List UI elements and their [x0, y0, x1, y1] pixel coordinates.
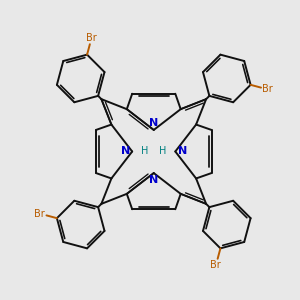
- Text: N: N: [178, 146, 187, 157]
- Text: N: N: [149, 175, 158, 184]
- Text: Br: Br: [211, 260, 221, 271]
- Text: Br: Br: [262, 84, 273, 94]
- Text: Br: Br: [34, 208, 45, 219]
- Text: N: N: [149, 118, 158, 128]
- Text: Br: Br: [86, 32, 97, 43]
- Text: N: N: [121, 146, 130, 157]
- Text: H: H: [159, 146, 166, 157]
- Text: H: H: [141, 146, 149, 157]
